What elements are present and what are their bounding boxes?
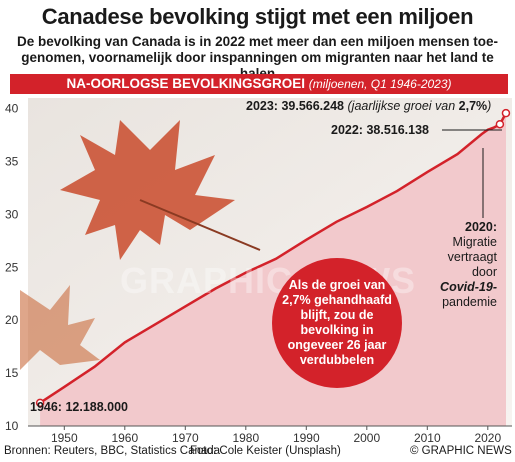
annotation-2020-covid: Covid-19-: [440, 280, 497, 294]
annotation-2020-line4: pandemie: [442, 295, 497, 309]
point-2023: [501, 108, 511, 118]
annotation-1946: 1946: 12.188.000: [30, 400, 129, 414]
copyright: © GRAPHIC NEWS: [410, 445, 512, 457]
annotation-2020-year: 2020:: [465, 220, 497, 234]
subtitle: De bevolking van Canada is in 2022 met m…: [6, 34, 509, 82]
chart-banner: NA-OORLOGSE BEVOLKINGSGROEI (miljoenen, …: [10, 74, 508, 94]
x-tick-label: 1980: [232, 431, 259, 445]
y-tick-label: 15: [5, 366, 19, 380]
x-tick-label: 1970: [172, 431, 199, 445]
projection-bubble: Als de groei van 2,7% gehandhaafd blijft…: [272, 258, 402, 388]
point-1946: [35, 398, 45, 408]
annotation-2020-line3: door: [471, 265, 497, 279]
annotation-2020-line2: vertraagt: [447, 250, 497, 264]
x-tick-label: 2010: [414, 431, 441, 445]
x-tick-label: 1960: [111, 431, 138, 445]
x-tick-label: 2000: [353, 431, 380, 445]
sources: Bronnen: Reuters, BBC, Statistics Canada: [4, 445, 221, 457]
maple-leaf-image: [20, 120, 261, 370]
x-axis: 1950 1960 1970 1980 1990 2000 2010 2020: [51, 426, 501, 445]
annotation-2023-value: 2023: 39.566.248: [246, 99, 345, 113]
annotation-2023-rate: (jaarlijkse groei van 2,7%): [348, 99, 492, 113]
y-tick-label: 30: [5, 207, 19, 221]
subtitle-line-1: De bevolking van Canada is in 2022 met m…: [17, 34, 498, 49]
page-title: Canadese bevolking stijgt met een miljoe…: [41, 4, 474, 29]
photo-credit: Foto: Cole Keister (Unsplash): [190, 445, 341, 457]
annotation-2022: 2022: 38.516.138: [331, 123, 430, 137]
x-tick-label: 1990: [293, 431, 320, 445]
banner-heading: NA-OORLOGSE BEVOLKINGSGROEI: [66, 76, 305, 91]
banner-unit: (miljoenen, Q1 1946-2023): [308, 77, 452, 91]
y-tick-label: 25: [5, 260, 19, 274]
y-axis: 10 15 20 25 30 35 40: [5, 102, 19, 433]
y-tick-label: 10: [5, 419, 19, 433]
projection-text: Als de groei van 2,7% gehandhaafd blijft…: [282, 278, 392, 367]
x-tick-label: 2020: [474, 431, 501, 445]
annotation-2020-line1: Migratie: [452, 235, 497, 249]
annotation-2023: 2023: 39.566.248 (jaarlijkse groei van 2…: [246, 99, 491, 113]
rate-value: 2,7%: [458, 99, 488, 113]
rate-suffix: ): [487, 99, 492, 113]
x-tick-label: 1950: [51, 431, 78, 445]
point-2022: [495, 119, 505, 129]
annotation-2020: 2020: Migratie vertraagt door Covid-19- …: [425, 220, 497, 310]
y-tick-label: 20: [5, 313, 19, 327]
rate-prefix: (jaarlijkse groei van: [347, 99, 459, 113]
y-tick-label: 40: [5, 102, 19, 116]
y-tick-label: 35: [5, 154, 19, 168]
